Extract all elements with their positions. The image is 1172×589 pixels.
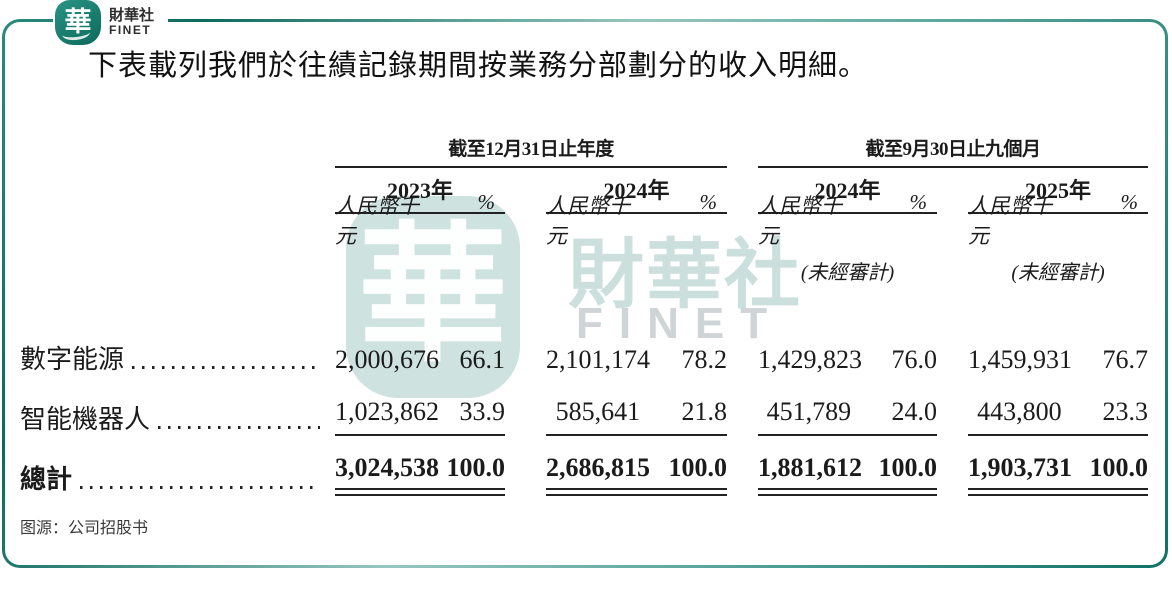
unit-label: 人民幣千元: [758, 194, 842, 248]
table-cell: 2,686,815: [546, 453, 650, 482]
table-cell: 1,023,862: [335, 396, 439, 436]
double-rule: [968, 488, 1062, 496]
table-cell: 585,641: [546, 396, 641, 436]
finet-logo: 華 財華社 FINET: [53, 0, 169, 47]
logo-name-cn: 財華社: [109, 7, 155, 25]
source-caption: 图源：公司招股书: [20, 520, 149, 537]
table-cell: 100.0: [668, 453, 727, 482]
double-rule: [423, 488, 505, 496]
year-col-2023: 2023年: [335, 173, 505, 214]
logo-name-en: FINET: [109, 23, 152, 38]
table-cell: 1,903,731: [968, 453, 1072, 482]
table-row-total: 總計 3,024,538 100.0 2,686,815 100.0 1,881…: [20, 452, 1148, 496]
percent-label: %: [699, 190, 717, 214]
finet-seal-char: 華: [64, 7, 92, 37]
unit-label: 人民幣千元: [335, 194, 419, 248]
dot-leader: [80, 486, 320, 489]
table-cell: 443,800: [968, 396, 1062, 436]
table-cell: 23.3: [1061, 396, 1148, 436]
percent-label: %: [1120, 190, 1138, 214]
watermark-text-cn: 財華社: [568, 233, 802, 318]
unit-label: 人民幣千元: [968, 194, 1052, 248]
unaudited-label: (未經審計): [1011, 261, 1105, 284]
content-frame-inner: [5, 22, 1165, 565]
table-cell: 2,000,676: [335, 345, 439, 374]
row-label-total: 總計: [20, 465, 73, 494]
table-cell: 100.0: [1089, 453, 1148, 482]
year-col-2024: 2024年: [546, 173, 727, 214]
table-subheader-row: 人民幣千元 % 人民幣千元 % 人民幣千元 % 人民幣千元 %: [20, 190, 1148, 252]
table-row-smart-robot: 智能機器人 1,023,862 33.9 585,641 21.8 451,78…: [20, 396, 1148, 436]
watermark-seal-char: 華: [357, 214, 508, 380]
watermark-text-en: FINET: [576, 299, 784, 348]
finet-seal-icon: 華: [55, 0, 101, 45]
percent-label: %: [477, 190, 495, 214]
table-cell: 1,881,612: [758, 453, 862, 482]
table-unaudited-row: (未經審計) (未經審計): [20, 252, 1148, 288]
table-year-header-row: 2023年 2024年 2024年 2025年: [20, 168, 1148, 214]
table-row-digital-energy: 數字能源 2,000,676 66.1 2,101,174 78.2 1,429…: [20, 344, 1148, 376]
double-rule: [335, 488, 424, 496]
table-cell: 1,459,931: [968, 345, 1072, 374]
double-rule: [1061, 488, 1148, 496]
table-cell: 451,789: [758, 396, 852, 436]
table-cell: 78.2: [681, 345, 727, 374]
watermark-seal-icon: 華: [346, 196, 520, 398]
table-cell: 76.0: [891, 345, 937, 374]
percent-label: %: [909, 190, 927, 214]
group-header-yearend: 截至12月31日止年度: [335, 134, 727, 168]
table-cell: 33.9: [423, 396, 505, 436]
table-cell: 76.7: [1102, 345, 1148, 374]
table-cell: 100.0: [878, 453, 937, 482]
content-frame: [2, 19, 1168, 568]
year-col-9m2024: 2024年: [758, 173, 937, 214]
unaudited-label: (未經審計): [800, 261, 895, 284]
logo-text: 財華社 FINET: [109, 8, 154, 36]
table-cell: 1,429,823: [758, 345, 862, 374]
double-rule: [546, 488, 641, 496]
double-rule: [640, 488, 727, 496]
year-col-9m2025: 2025年: [968, 173, 1148, 214]
table-group-header-row: 截至12月31日止年度 截至9月30日止九個月: [20, 134, 1148, 168]
row-label-digital-energy: 數字能源: [20, 345, 125, 374]
table-cell: 24.0: [851, 396, 937, 436]
revenue-table: 截至12月31日止年度 截至9月30日止九個月 2023年 2024年 2024…: [20, 134, 1148, 496]
table-cell: 3,024,538: [335, 453, 439, 482]
double-rule: [758, 488, 852, 496]
table-cell: 100.0: [446, 453, 505, 482]
group-header-ninemonth: 截至9月30日止九個月: [758, 134, 1148, 168]
page-title: 下表載列我們於往績記錄期間按業務分部劃分的收入明細。: [88, 50, 869, 82]
unit-label: 人民幣千元: [546, 194, 630, 248]
row-label-smart-robot: 智能機器人: [20, 405, 151, 434]
table-cell: 21.8: [640, 396, 727, 436]
dot-leader: [158, 426, 320, 429]
table-spacer: [20, 288, 1148, 344]
table-cell: 66.1: [459, 345, 505, 374]
dot-leader: [132, 366, 320, 369]
table-cell: 2,101,174: [546, 345, 650, 374]
double-rule: [851, 488, 937, 496]
